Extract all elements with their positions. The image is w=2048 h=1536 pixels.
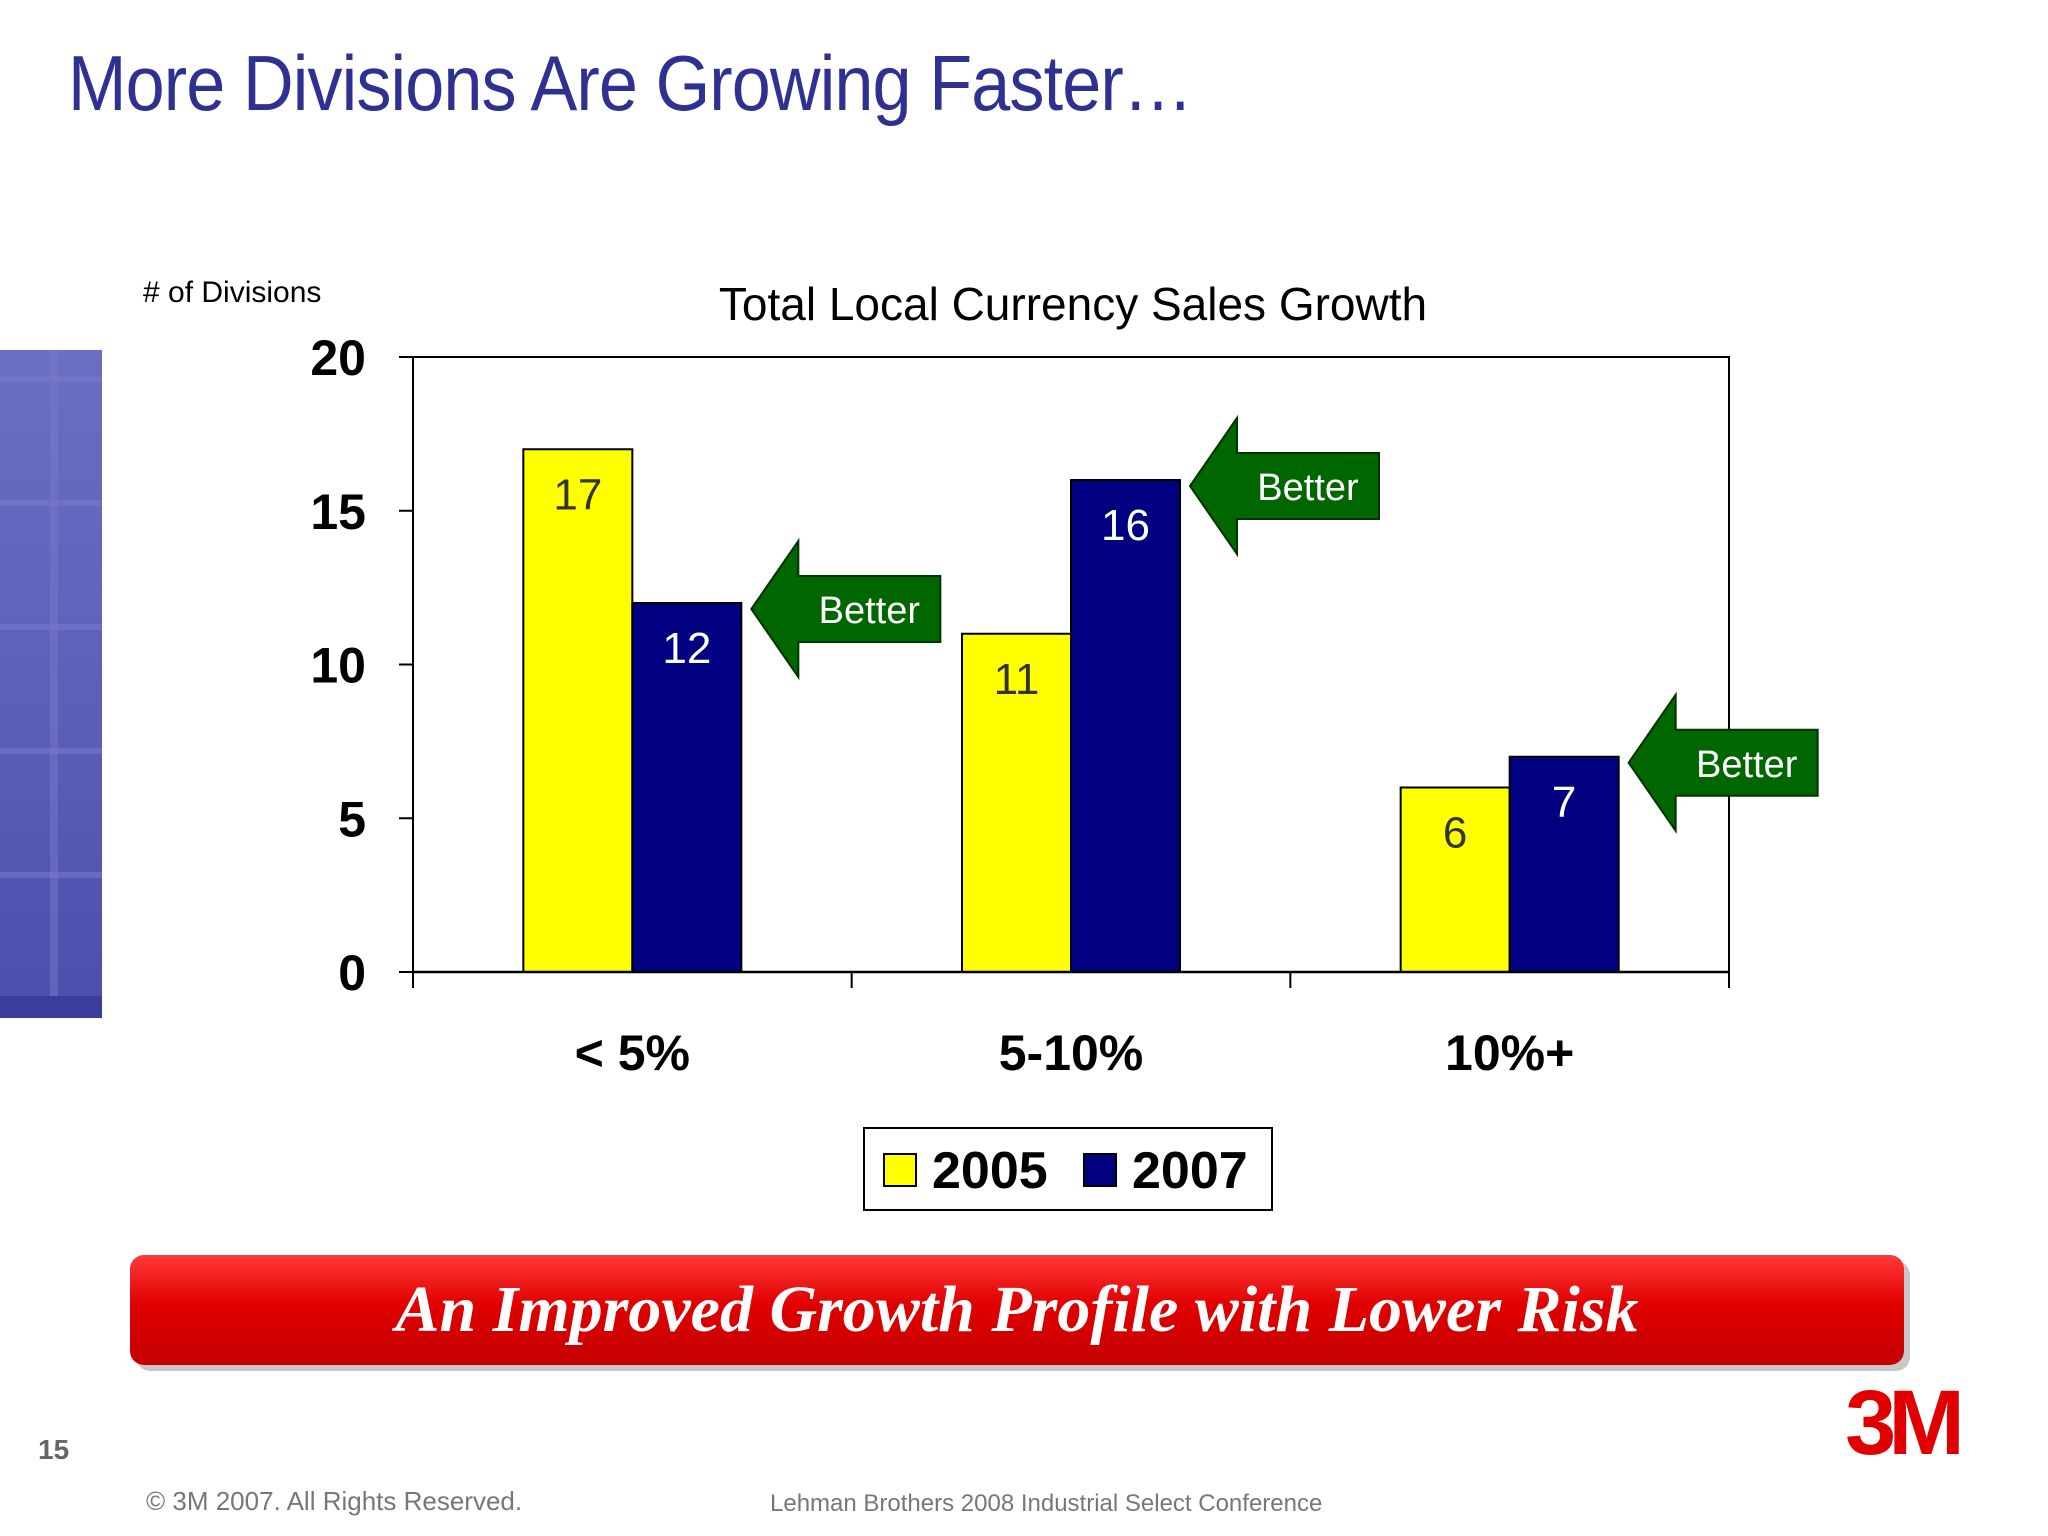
data-label: 12 bbox=[662, 624, 711, 673]
data-label: 6 bbox=[1443, 809, 1467, 858]
slide-title: More Divisions Are Growing Faster… bbox=[68, 39, 1193, 127]
data-label: 7 bbox=[1552, 778, 1576, 827]
copyright-footer: © 3M 2007. All Rights Reserved. bbox=[146, 1486, 523, 1516]
data-label: 11 bbox=[994, 655, 1040, 704]
bar-2005-1 bbox=[961, 632, 1072, 973]
page-number: 15 bbox=[38, 1434, 70, 1465]
summary-banner: An Improved Growth Profile with Lower Ri… bbox=[130, 1255, 1904, 1365]
chart-legend: 2005 2007 bbox=[863, 1127, 1273, 1211]
annotation-label: Better bbox=[819, 590, 921, 632]
y-tick-label: 20 bbox=[310, 330, 366, 386]
x-tick-label: 10%+ bbox=[1445, 1025, 1574, 1081]
axis-layer: 0 5 10 15 20 < 5% 5-10% 10%+ bbox=[310, 330, 1730, 1081]
data-label: 16 bbox=[1101, 501, 1150, 550]
annotation-label: Better bbox=[1696, 744, 1798, 786]
3m-logo-text: 3M bbox=[1845, 1372, 1965, 1474]
x-tick-label: < 5% bbox=[575, 1025, 690, 1081]
legend-box bbox=[863, 1127, 1273, 1211]
y-tick-label: 15 bbox=[310, 484, 366, 540]
better-arrow: Better bbox=[1627, 691, 1819, 834]
conference-footer: Lehman Brothers 2008 Industrial Select C… bbox=[770, 1490, 1323, 1517]
bar-2007-0 bbox=[631, 602, 743, 973]
x-tick-label: 5-10% bbox=[999, 1025, 1144, 1081]
annotation-label: Better bbox=[1257, 467, 1359, 509]
legend-label-2005: 2005 bbox=[932, 1142, 1048, 1200]
bar-2007-1 bbox=[1070, 479, 1181, 973]
arrow-shape bbox=[1188, 414, 1380, 558]
arrow-shape bbox=[1627, 691, 1819, 834]
bars-layer bbox=[522, 448, 1620, 973]
legend-label-2007: 2007 bbox=[1132, 1142, 1248, 1200]
legend-swatch-2007 bbox=[1083, 1153, 1117, 1187]
data-labels-layer: 17 12 11 16 6 7 bbox=[553, 470, 1576, 857]
better-arrow: Better bbox=[750, 537, 942, 681]
3m-logo: 3M bbox=[1826, 1372, 1976, 1474]
chart-title: Total Local Currency Sales Growth bbox=[719, 278, 1427, 330]
annotations-layer: Better Better Better bbox=[750, 414, 1819, 834]
bar-2007-2 bbox=[1508, 755, 1620, 973]
bar-2005-0 bbox=[522, 448, 634, 973]
y-axis-label: # of Divisions bbox=[143, 276, 321, 309]
arrow-shape bbox=[750, 537, 942, 681]
data-label: 17 bbox=[553, 470, 602, 519]
y-tick-label: 0 bbox=[338, 945, 366, 1001]
y-tick-label: 5 bbox=[338, 791, 366, 847]
legend-swatch-2005 bbox=[883, 1153, 917, 1187]
decorative-side-strip bbox=[0, 350, 102, 1018]
banner-text: An Improved Growth Profile with Lower Ri… bbox=[395, 1273, 1639, 1346]
y-tick-label: 10 bbox=[310, 638, 366, 694]
better-arrow: Better bbox=[1188, 414, 1380, 558]
